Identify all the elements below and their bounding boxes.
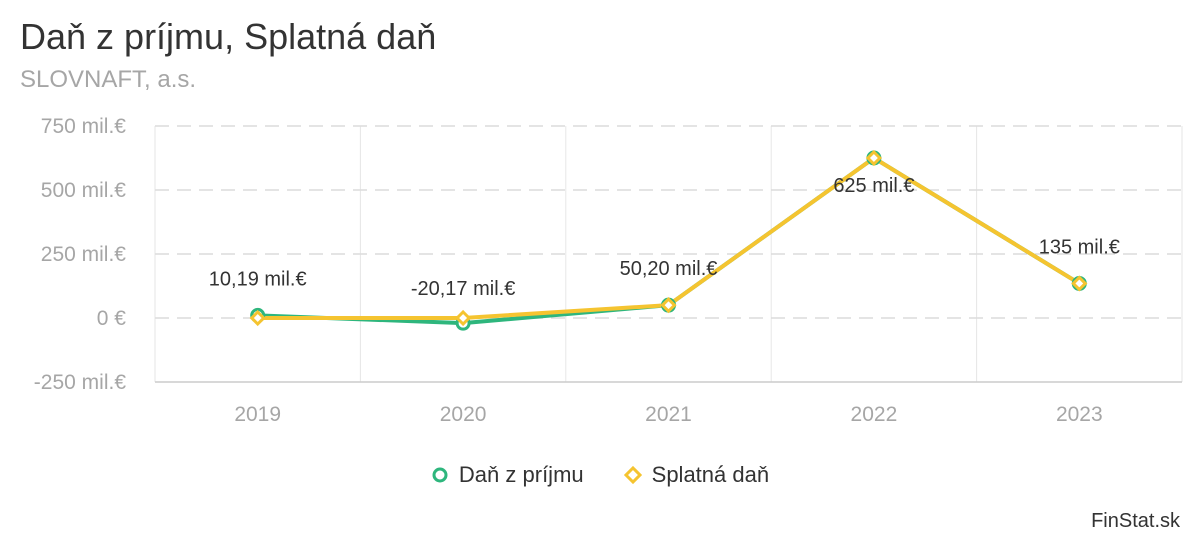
x-tick-label: 2023 xyxy=(1056,403,1103,426)
data-label: 135 mil.€ xyxy=(1039,236,1120,258)
y-tick-label: 0 € xyxy=(97,307,127,330)
y-tick-label: 750 mil.€ xyxy=(41,115,127,138)
data-label: 50,20 mil.€ xyxy=(620,258,718,280)
data-labels: 10,19 mil.€ -20,17 mil.€ 50,20 mil.€ 625 mi… xyxy=(209,175,1120,300)
data-label: 625 mil.€ xyxy=(833,175,914,197)
data-label: -20,17 mil.€ xyxy=(411,278,516,300)
y-axis-ticks: 750 mil.€ 500 mil.€ 250 mil.€ 0 € -250 mil.€ xyxy=(34,115,127,394)
legend-item-dan-z-prijmu[interactable]: Daň z príjmu xyxy=(431,462,584,488)
legend-label: Splatná daň xyxy=(651,462,770,487)
y-tick-label: 500 mil.€ xyxy=(41,179,127,202)
grid-lines xyxy=(154,125,1183,383)
y-tick-label: -250 mil.€ xyxy=(34,371,127,394)
legend[interactable]: Daň z príjmu Splatná daň xyxy=(0,462,1200,488)
x-tick-label: 2020 xyxy=(440,403,487,426)
series-line xyxy=(255,156,1082,320)
x-axis-ticks: 2019 2020 2021 2022 2023 xyxy=(234,403,1102,426)
legend-label: Daň z príjmu xyxy=(458,462,584,487)
x-tick-label: 2022 xyxy=(851,403,898,426)
data-point xyxy=(454,309,472,327)
data-point xyxy=(249,309,266,327)
diamond-marker-icon xyxy=(623,466,642,484)
credit-text[interactable]: FinStat.sk xyxy=(1091,510,1180,532)
data-point xyxy=(1071,275,1088,292)
chart-subtitle: SLOVNAFT, a.s. xyxy=(20,66,197,93)
chart-title: Daň z príjmu, Splatná daň xyxy=(20,16,437,57)
x-tick-label: 2021 xyxy=(645,403,692,426)
x-tick-label: 2019 xyxy=(234,403,281,426)
legend-item-splatna-dan[interactable]: Splatná daň xyxy=(623,462,770,488)
data-point xyxy=(865,149,883,167)
data-point xyxy=(660,297,677,314)
circle-marker-icon xyxy=(432,467,448,483)
series-lines xyxy=(249,149,1088,331)
y-tick-label: 250 mil.€ xyxy=(41,243,127,266)
data-label: 10,19 mil.€ xyxy=(209,268,307,290)
